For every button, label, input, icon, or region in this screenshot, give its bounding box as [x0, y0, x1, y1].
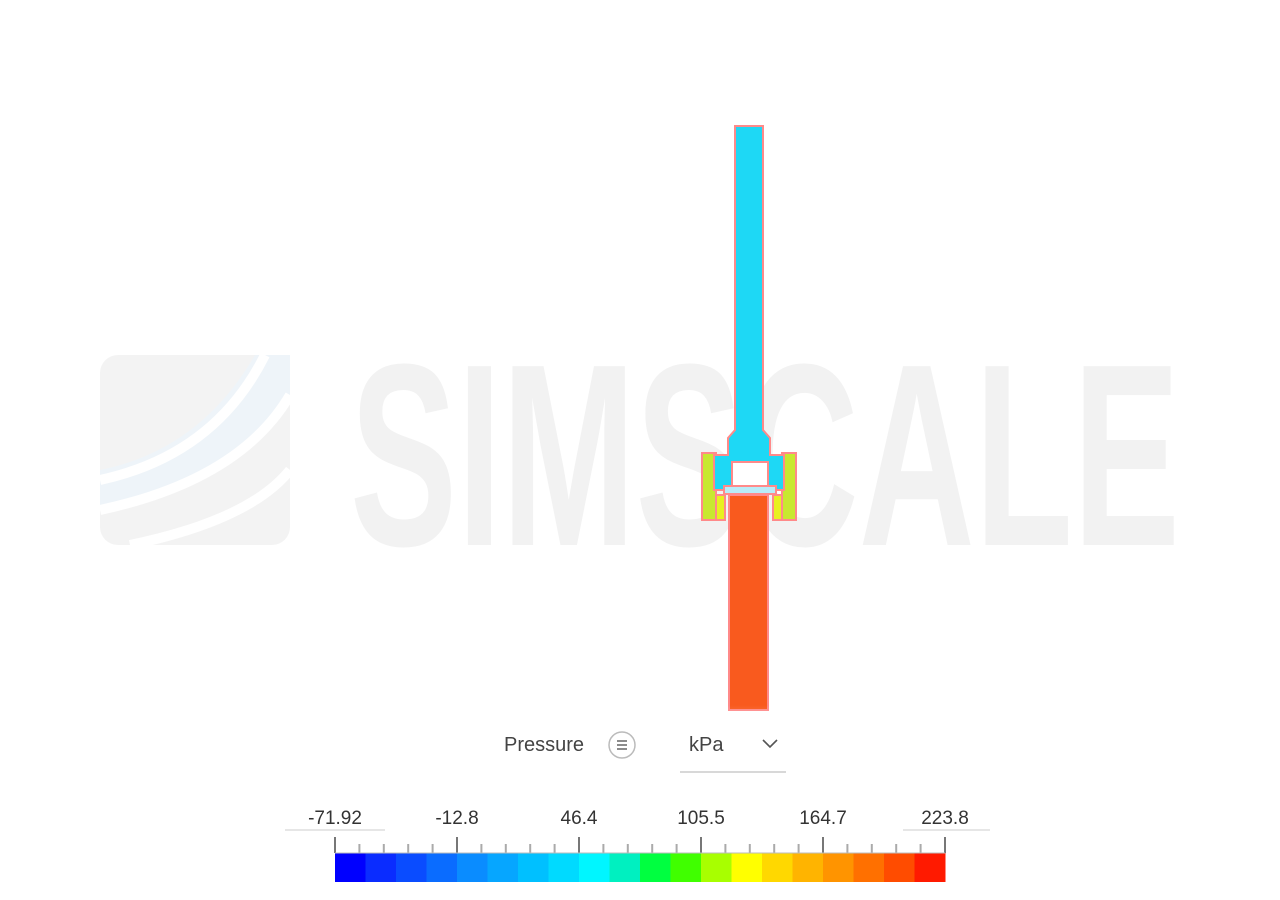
color-swatch [365, 853, 397, 882]
legend-tick-label: 105.5 [677, 808, 725, 829]
unit-dropdown[interactable]: kPa [680, 734, 786, 773]
color-swatch [792, 853, 824, 882]
color-swatch [823, 853, 854, 882]
color-swatch [884, 853, 915, 882]
legend-tick-label: -71.92 [308, 808, 362, 829]
color-swatch [457, 853, 488, 882]
color-swatch [396, 853, 427, 882]
simulation-model [701, 125, 797, 711]
color-swatch [518, 853, 549, 882]
color-swatch [609, 853, 641, 882]
watermark-logo [98, 352, 295, 550]
color-swatch [548, 853, 580, 882]
color-swatch [487, 853, 519, 882]
color-swatch [853, 853, 885, 882]
legend-tick-label: 223.8 [921, 808, 969, 829]
legend-title: Pressure [504, 734, 584, 756]
color-swatch [670, 853, 702, 882]
color-swatch [762, 853, 793, 882]
color-swatch [579, 853, 610, 882]
legend-info-button[interactable] [608, 731, 636, 759]
color-swatch [701, 853, 732, 882]
color-swatch [426, 853, 458, 882]
legend-tick-label: -12.8 [435, 808, 478, 829]
legend-tick-label: 46.4 [561, 808, 598, 829]
fade-overlay [727, 705, 771, 775]
color-swatch [335, 853, 366, 882]
color-swatch [914, 853, 946, 882]
color-swatch [640, 853, 671, 882]
legend-tick-label: 164.7 [799, 808, 847, 829]
color-swatch [731, 853, 763, 882]
unit-label: kPa [689, 734, 724, 756]
